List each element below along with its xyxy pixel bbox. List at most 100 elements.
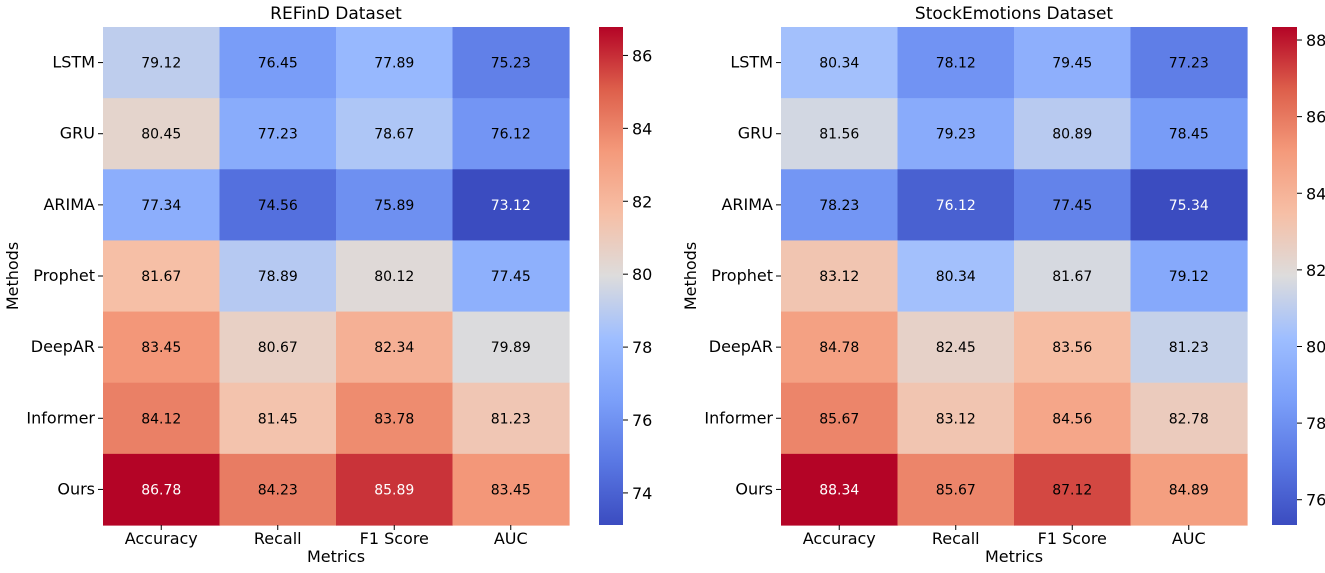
colorbar-tick-label: 76 — [1306, 491, 1325, 510]
cell-value-label: 83.56 — [1052, 340, 1092, 356]
heatmap-cell — [219, 453, 337, 526]
x-tick-label: Recall — [254, 529, 302, 548]
cell-value-label: 78.67 — [374, 127, 414, 143]
cell-value-label: 84.78 — [819, 340, 859, 356]
cell-value-label: 76.12 — [491, 127, 531, 143]
heatmap-cell — [1130, 311, 1248, 384]
y-tick-label: DeepAR — [709, 337, 773, 356]
colorbar-tick-label: 84 — [1306, 184, 1325, 203]
cell-value-label: 74.56 — [258, 198, 298, 214]
colorbar-tick-label: 86 — [632, 46, 652, 65]
cell-value-label: 82.45 — [936, 340, 976, 356]
heatmap-cell — [452, 27, 570, 99]
y-tick-label: GRU — [738, 124, 773, 143]
cell-value-label: 77.45 — [491, 269, 531, 285]
x-axis-label: Metrics — [985, 547, 1043, 566]
cell-value-label: 81.56 — [819, 127, 859, 143]
y-tick-label: LSTM — [52, 53, 95, 72]
heatmap-cell — [336, 382, 454, 455]
cell-value-label: 84.23 — [258, 482, 298, 498]
cell-value-label: 77.34 — [141, 198, 181, 214]
heatmap-cell — [897, 453, 1015, 526]
heatmap-cell — [336, 98, 454, 170]
heatmap-cell — [1130, 240, 1248, 313]
cell-value-label: 76.12 — [936, 198, 976, 214]
y-tick-label: Informer — [704, 408, 773, 427]
heatmap-cell — [452, 453, 570, 526]
cell-value-label: 79.45 — [1052, 56, 1092, 72]
heatmap-cell — [897, 98, 1015, 170]
x-tick-label: AUC — [1172, 529, 1206, 548]
cell-value-label: 83.12 — [819, 269, 859, 285]
colorbar-tick-label: 78 — [1306, 414, 1325, 433]
cell-value-label: 80.67 — [258, 340, 298, 356]
heatmap-cell — [781, 382, 899, 455]
y-tick-label: Prophet — [33, 266, 95, 285]
y-axis-label: Methods — [681, 242, 700, 310]
heatmap-cell — [897, 240, 1015, 313]
x-tick-label: AUC — [494, 529, 528, 548]
cell-value-label: 81.23 — [491, 411, 531, 427]
cell-value-label: 78.12 — [936, 56, 976, 72]
heatmap-cell — [103, 169, 221, 242]
heatmap-cell — [781, 240, 899, 313]
heatmap-cell — [1014, 240, 1132, 313]
heatmap-cell — [219, 169, 337, 242]
cell-value-label: 84.12 — [141, 411, 181, 427]
chart-title: REFinD Dataset — [270, 4, 402, 24]
heatmap-cell — [452, 98, 570, 170]
cell-value-label: 79.12 — [141, 56, 181, 72]
cell-value-label: 76.45 — [258, 56, 298, 72]
x-tick-label: F1 Score — [1038, 529, 1107, 548]
cell-value-label: 79.12 — [1169, 269, 1209, 285]
colorbar-tick-label: 80 — [632, 265, 652, 284]
cell-value-label: 86.78 — [141, 482, 181, 498]
cell-value-label: 80.45 — [141, 127, 181, 143]
cell-value-label: 84.56 — [1052, 411, 1092, 427]
heatmap-cell — [1130, 98, 1248, 170]
cell-value-label: 81.67 — [1052, 269, 1092, 285]
heatmap-cell — [452, 240, 570, 313]
chart-title: StockEmotions Dataset — [915, 4, 1113, 24]
heatmap-cell — [781, 27, 899, 99]
heatmap-cell — [1130, 453, 1248, 526]
heatmap-cell — [103, 311, 221, 384]
cell-value-label: 78.23 — [819, 198, 859, 214]
heatmap-cell — [103, 382, 221, 455]
colorbar-tick-label: 80 — [1306, 337, 1325, 356]
cell-value-label: 73.12 — [491, 198, 531, 214]
heatmap-cell — [781, 453, 899, 526]
cell-value-label: 79.89 — [491, 340, 531, 356]
cell-value-label: 83.78 — [374, 411, 414, 427]
colorbar-tick-label: 88 — [1306, 31, 1325, 50]
heatmap-cell — [452, 169, 570, 242]
heatmap-cell — [1014, 453, 1132, 526]
heatmap-cell — [452, 311, 570, 384]
y-axis-label: Methods — [3, 242, 22, 310]
heatmap-cell — [336, 453, 454, 526]
heatmap-cell — [1014, 382, 1132, 455]
y-tick-label: Prophet — [711, 266, 773, 285]
colorbar-tick-label: 82 — [632, 192, 652, 211]
cell-value-label: 81.67 — [141, 269, 181, 285]
heatmap-cell — [336, 27, 454, 99]
heatmap-cell — [219, 311, 337, 384]
y-tick-label: ARIMA — [721, 195, 773, 214]
x-tick-label: Accuracy — [125, 529, 198, 548]
heatmap-cell — [219, 98, 337, 170]
y-tick-label: ARIMA — [43, 195, 95, 214]
cell-value-label: 88.34 — [819, 482, 859, 498]
cell-value-label: 77.23 — [258, 127, 298, 143]
cell-value-label: 77.23 — [1169, 56, 1209, 72]
heatmap-cell — [1014, 169, 1132, 242]
heatmap-cell — [1014, 27, 1132, 99]
colorbar — [1272, 27, 1297, 525]
heatmap-cell — [897, 169, 1015, 242]
colorbar-tick-label: 78 — [632, 338, 652, 357]
cell-value-label: 83.45 — [141, 340, 181, 356]
cell-value-label: 84.89 — [1169, 482, 1209, 498]
y-tick-label: LSTM — [730, 53, 773, 72]
heatmap-cell — [219, 382, 337, 455]
